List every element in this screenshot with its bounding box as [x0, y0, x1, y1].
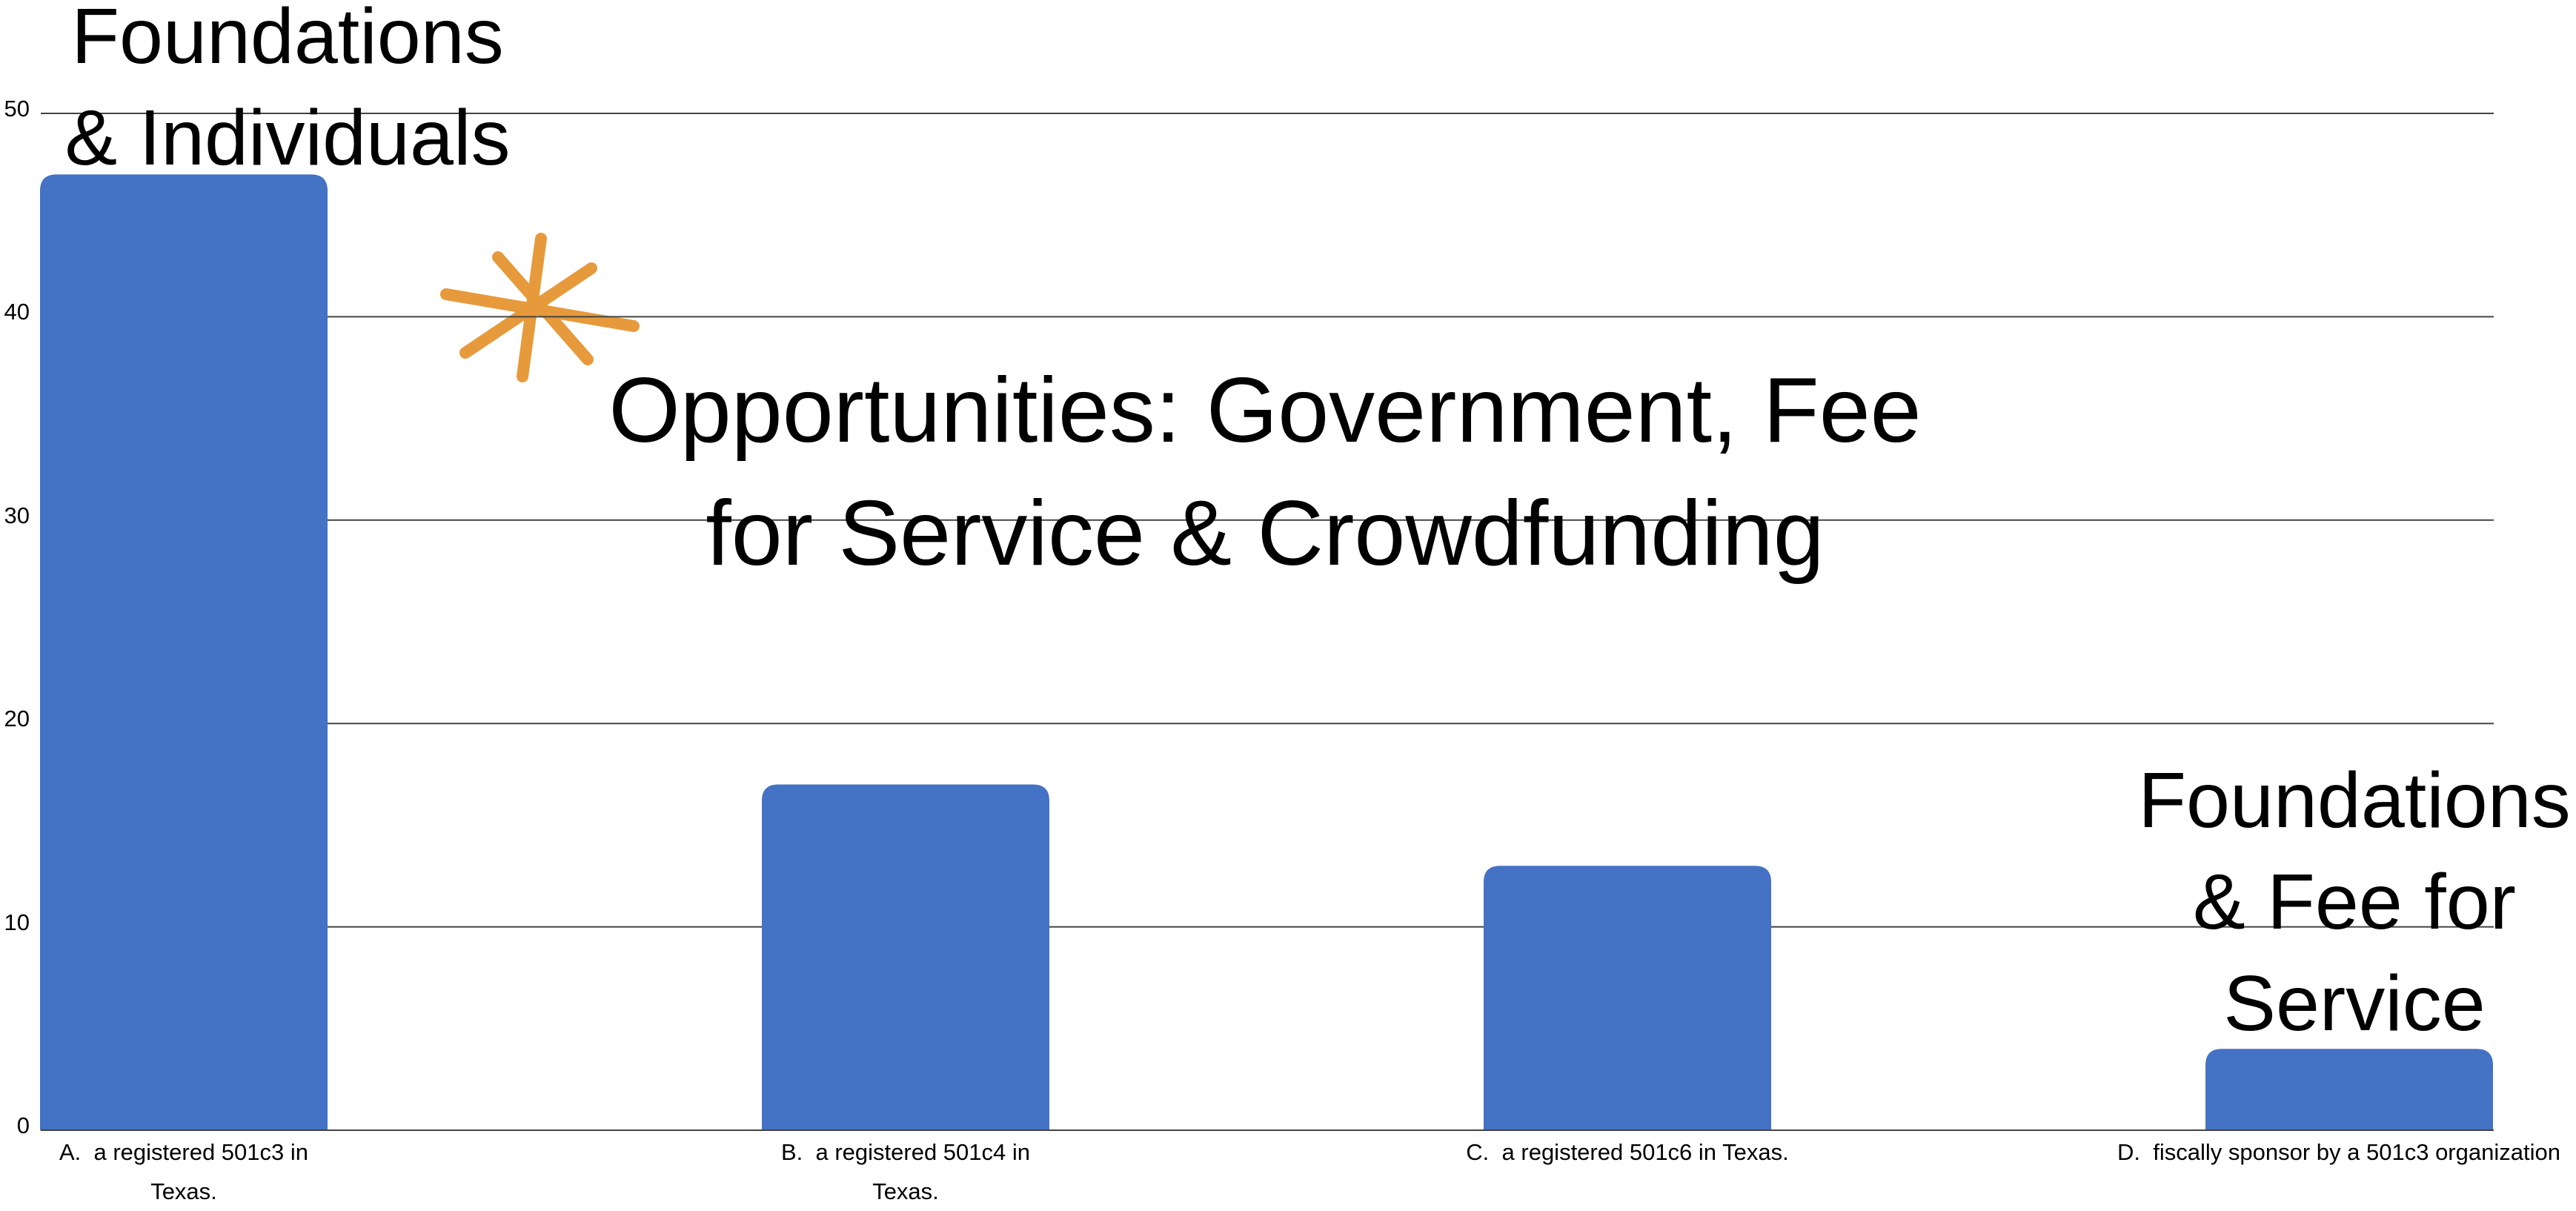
star-decoration	[440, 233, 640, 382]
x-tick-label: D. fiscally sponsor by a 501c3 organizat…	[2117, 1139, 2560, 1165]
bar	[2205, 1049, 2493, 1130]
x-tick-label: C. a registered 501c6 in Texas.	[1466, 1139, 1789, 1165]
bar	[40, 174, 328, 1130]
bar	[1484, 866, 1771, 1130]
y-tick-label: 50	[4, 96, 30, 122]
y-tick-label: 0	[16, 1112, 30, 1138]
x-tick-label: A. a registered 501c3 in Texas.	[59, 1139, 309, 1204]
chart-title: Opportunities: Government, Fee for Servi…	[608, 359, 1922, 585]
annotation: Foundations & Individuals	[64, 0, 511, 182]
y-tick-label: 30	[4, 502, 30, 528]
x-tick-label: B. a registered 501c4 in Texas.	[780, 1139, 1031, 1204]
y-tick-label: 40	[4, 299, 30, 325]
bar	[762, 784, 1049, 1130]
y-tick-label: 10	[4, 909, 30, 935]
annotation: Foundations & Fee for Service	[2138, 757, 2571, 1047]
y-tick-label: 20	[4, 706, 30, 732]
